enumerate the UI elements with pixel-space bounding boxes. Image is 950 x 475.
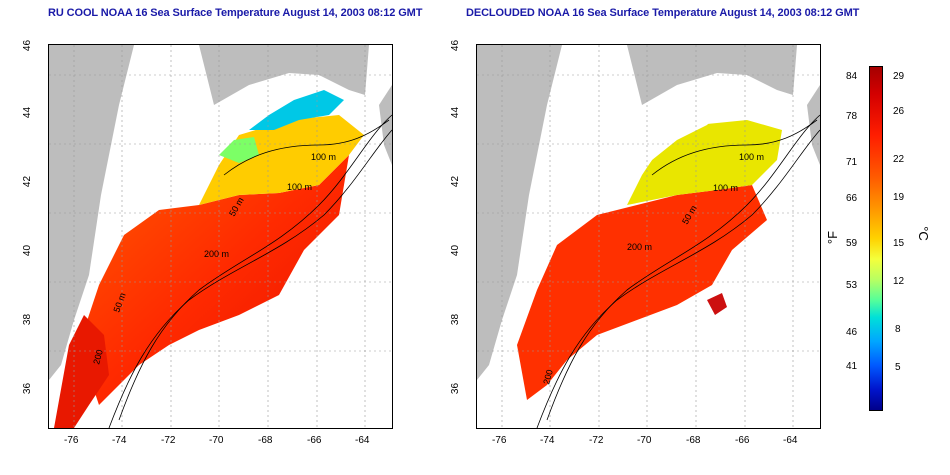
right-sst-image: 100 m 100 m 50 m 200 m 200: [477, 45, 820, 428]
x-tick-label: -74: [112, 435, 127, 446]
fahrenheit-tick: 78: [846, 111, 858, 122]
y-tick-label: 42: [22, 175, 34, 188]
y-tick-label: 38: [450, 313, 462, 326]
land-area-nova-scotia: [379, 85, 392, 165]
isobath-label: 200: [541, 368, 555, 385]
isobath-label: 200: [91, 348, 105, 365]
y-tick-label: 36: [22, 382, 34, 395]
land-area-north: [627, 45, 797, 105]
x-tick-label: -66: [307, 435, 322, 446]
hot-spot: [707, 293, 727, 315]
left-sst-map: 100 m 100 m 50 m 200 m 50 m 200: [48, 44, 393, 429]
fahrenheit-unit-label: °F: [825, 230, 841, 245]
celsius-tick: 19: [893, 192, 905, 203]
y-tick-label: 40: [450, 244, 462, 257]
x-tick-label: -68: [258, 435, 273, 446]
y-tick-label: 46: [22, 39, 34, 52]
warm-water: [517, 185, 767, 400]
y-tick-label: 42: [450, 175, 462, 188]
y-tick-label: 46: [450, 39, 462, 52]
shelf-water: [199, 115, 364, 205]
fahrenheit-tick: 41: [846, 361, 858, 372]
coastal-cool-water: [249, 90, 344, 130]
cool-patch: [219, 137, 259, 163]
right-map-title: DECLOUDED NOAA 16 Sea Surface Temperatur…: [466, 7, 860, 19]
fahrenheit-tick: 84: [846, 71, 858, 82]
clear-water: [622, 105, 727, 180]
fahrenheit-tick: 71: [846, 157, 858, 168]
celsius-unit-label: °C: [915, 226, 931, 241]
x-tick-label: -70: [637, 435, 652, 446]
warm-water: [79, 155, 349, 405]
x-tick-label: -72: [161, 435, 176, 446]
right-sst-map: 100 m 100 m 50 m 200 m 200: [476, 44, 821, 429]
x-tick-label: -68: [686, 435, 701, 446]
shelf-water: [627, 120, 782, 205]
x-tick-label: -76: [492, 435, 507, 446]
x-tick-label: -70: [209, 435, 224, 446]
x-tick-label: -66: [735, 435, 750, 446]
celsius-tick: 5: [895, 362, 901, 373]
x-tick-label: -64: [783, 435, 798, 446]
celsius-tick: 22: [893, 154, 905, 165]
land-area-nova-scotia: [807, 85, 820, 165]
x-tick-label: -64: [355, 435, 370, 446]
x-tick-label: -74: [540, 435, 555, 446]
celsius-tick: 8: [895, 324, 901, 335]
isobath-contours: [108, 114, 392, 428]
isobath-label: 100 m: [287, 182, 312, 192]
land-area: [477, 45, 562, 380]
celsius-tick: 12: [893, 276, 905, 287]
isobath-label: 200 m: [204, 249, 229, 259]
fahrenheit-tick: 53: [846, 280, 858, 291]
fahrenheit-tick: 46: [846, 327, 858, 338]
y-tick-label: 44: [450, 106, 462, 119]
fahrenheit-tick: 59: [846, 238, 858, 249]
celsius-tick: 29: [893, 71, 905, 82]
left-map-title: RU COOL NOAA 16 Sea Surface Temperature …: [48, 7, 423, 19]
land-area: [49, 45, 134, 380]
isobath-label: 200 m: [627, 242, 652, 252]
x-tick-label: -72: [589, 435, 604, 446]
celsius-tick: 15: [893, 238, 905, 249]
y-tick-label: 38: [22, 313, 34, 326]
southern-warm-water: [54, 315, 109, 428]
isobath-contours: [536, 114, 820, 428]
isobath-label: 100 m: [713, 183, 738, 193]
y-tick-label: 40: [22, 244, 34, 257]
isobath-label: 100 m: [739, 152, 764, 162]
land-area-north: [199, 45, 369, 105]
fahrenheit-tick: 66: [846, 193, 858, 204]
y-tick-label: 44: [22, 106, 34, 119]
celsius-tick: 26: [893, 106, 905, 117]
y-tick-label: 36: [450, 382, 462, 395]
left-sst-image: 100 m 100 m 50 m 200 m 50 m 200: [49, 45, 392, 428]
temperature-colorbar: [869, 66, 883, 411]
x-tick-label: -76: [64, 435, 79, 446]
isobath-label: 100 m: [311, 152, 336, 162]
